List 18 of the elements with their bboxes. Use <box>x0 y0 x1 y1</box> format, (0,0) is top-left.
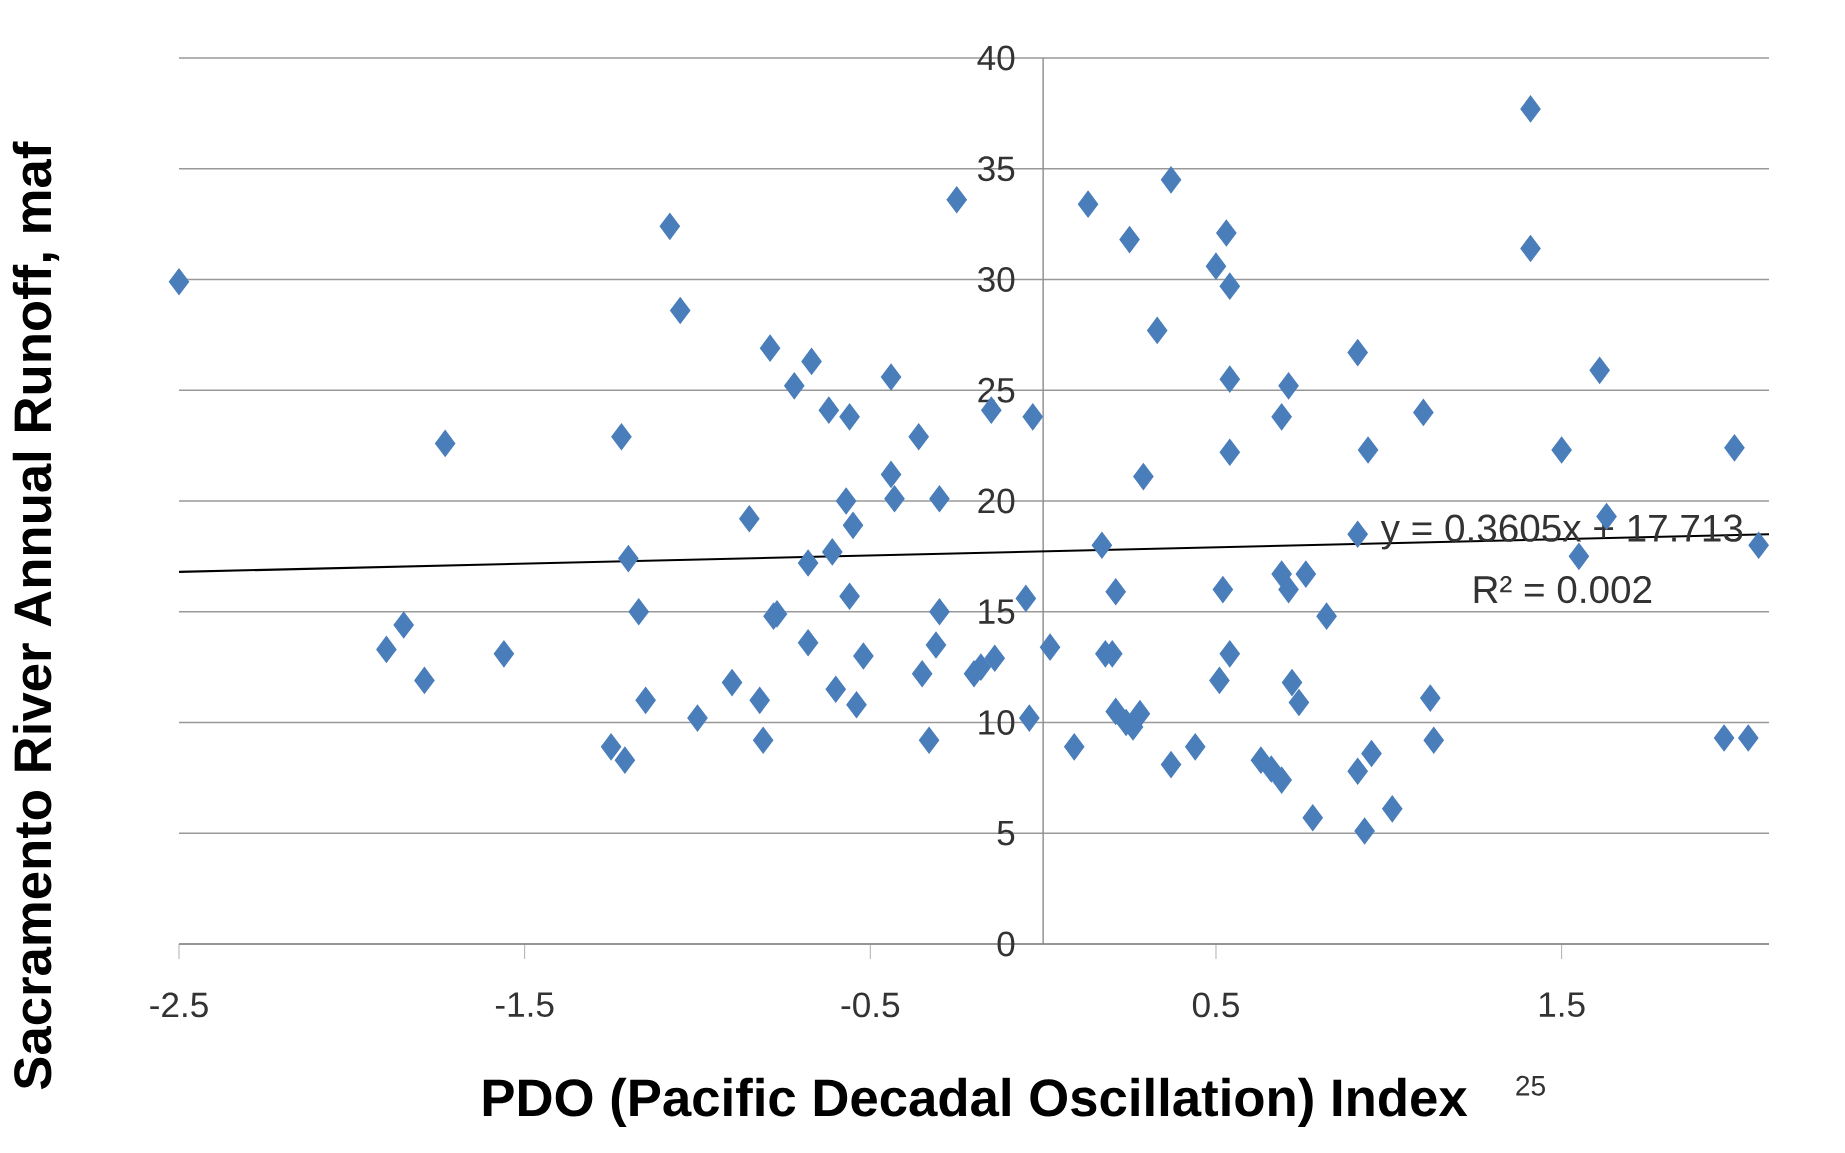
y-tick-label: 35 <box>977 156 1015 182</box>
y-tick-label: 30 <box>977 267 1015 292</box>
y-axis-title: Sacramento River Annual Runoff, maf <box>12 141 60 1090</box>
x-tick-label: 1.5 <box>1539 992 1585 1017</box>
y-tick-label: 10 <box>979 710 1015 735</box>
annotation: R² = 0.002 <box>1474 575 1652 604</box>
y-tick-label: 40 <box>977 45 1015 71</box>
y-tick-label: 0 <box>997 931 1015 957</box>
x-tick-label: 0.5 <box>1192 992 1239 1018</box>
x-axis-title: PDO (Pacific Decadal Oscillation) Index <box>483 1077 1468 1127</box>
y-tick-label: 20 <box>978 488 1015 514</box>
text: 25 <box>1516 1075 1545 1096</box>
y-tick-label: 25 <box>978 377 1015 403</box>
y-tick-label: 5 <box>997 820 1015 846</box>
y-tick-label: 15 <box>979 599 1015 624</box>
x-tick-label: -0.5 <box>841 992 900 1018</box>
x-tick-label: -1.5 <box>495 992 554 1017</box>
x-tick-label: -2.5 <box>150 992 208 1018</box>
